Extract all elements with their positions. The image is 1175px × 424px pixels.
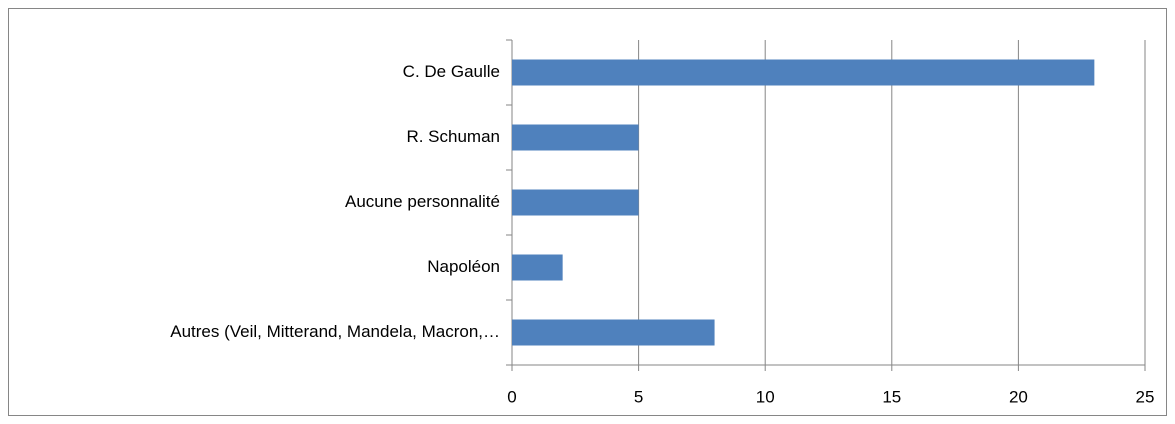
y-tick-label: Napoléon xyxy=(427,257,500,276)
bar xyxy=(512,189,639,216)
y-tick-label: C. De Gaulle xyxy=(403,62,500,81)
bar xyxy=(512,254,563,281)
x-tick-label: 15 xyxy=(882,387,901,406)
y-tick-label: R. Schuman xyxy=(406,127,500,146)
x-tick-label: 0 xyxy=(507,387,516,406)
y-tick-label: Aucune personnalité xyxy=(345,192,500,211)
bar xyxy=(512,59,1095,86)
x-tick-label: 25 xyxy=(1136,387,1155,406)
x-tick-label: 20 xyxy=(1009,387,1028,406)
bar xyxy=(512,124,639,151)
bar xyxy=(512,319,715,346)
x-tick-label: 10 xyxy=(756,387,775,406)
x-tick-label: 5 xyxy=(634,387,643,406)
y-tick-label: Autres (Veil, Mitterand, Mandela, Macron… xyxy=(170,322,500,341)
